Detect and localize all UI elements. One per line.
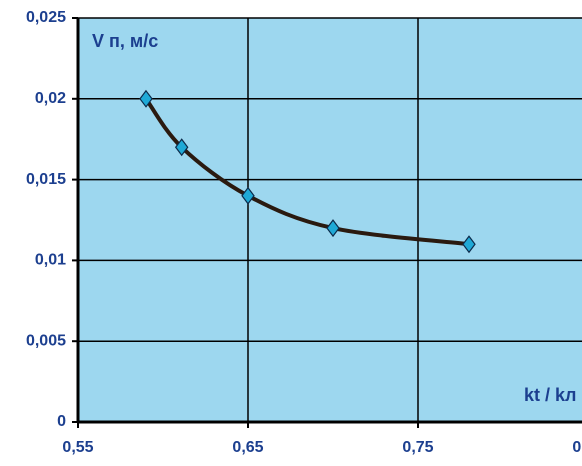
plot-background xyxy=(78,18,582,422)
marker xyxy=(326,219,340,238)
y-tick-label: 0,02 xyxy=(35,90,66,107)
y-tick-label: 0 xyxy=(57,413,66,430)
x-tick-label: 0,55 xyxy=(62,439,93,456)
y-tick-label: 0,015 xyxy=(26,171,66,188)
y-tick-label: 0,025 xyxy=(26,9,66,26)
marker xyxy=(462,235,476,254)
line xyxy=(144,97,470,247)
y-tick-label: 0,01 xyxy=(35,252,66,269)
y-axis-label: V п, м/с xyxy=(92,31,158,51)
marker xyxy=(139,89,153,108)
y-tick-label: 0,005 xyxy=(26,332,66,349)
x-tick-label: 0,75 xyxy=(402,439,433,456)
marker xyxy=(241,186,255,205)
x-axis-label: kt / kл xyxy=(524,385,576,405)
x-tick-label: 0,85 xyxy=(572,439,582,456)
marker xyxy=(174,138,189,157)
x-tick-label: 0,65 xyxy=(232,439,263,456)
